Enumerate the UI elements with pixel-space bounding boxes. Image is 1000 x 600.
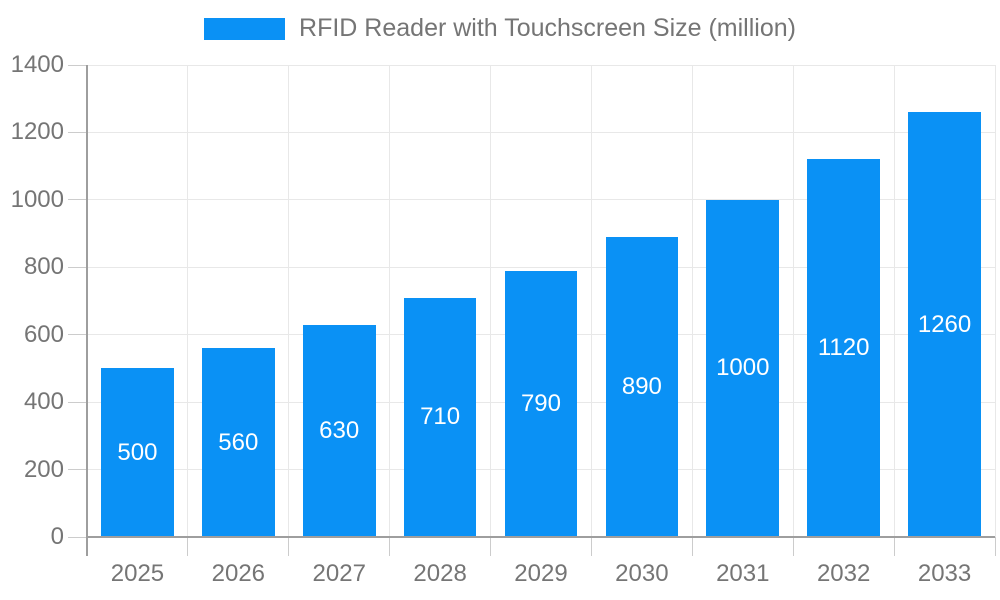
y-tick-label: 800 [23, 253, 64, 281]
gridline-vertical [691, 65, 693, 537]
x-tick-label: 2031 [716, 560, 770, 587]
bar-value-label: 560 [218, 428, 259, 456]
x-tick-label: 2032 [816, 560, 871, 587]
bar[interactable]: 1120 [807, 159, 880, 537]
y-tick-label: 400 [23, 388, 64, 416]
bar[interactable]: 560 [202, 348, 275, 537]
bar-value-label: 890 [621, 372, 662, 400]
y-tick-label: 1000 [10, 185, 64, 213]
y-tick-label: 1400 [10, 51, 64, 78]
x-axis-tick [994, 537, 996, 556]
x-axis-tick [490, 537, 492, 556]
bar-value-label: 1000 [716, 354, 770, 382]
y-tick-label: 1200 [10, 118, 64, 146]
bar-value-label: 1120 [817, 334, 870, 362]
x-tick-label: 2030 [615, 560, 669, 587]
bar[interactable]: 710 [403, 297, 477, 537]
x-axis-tick [691, 537, 693, 556]
x-tick-label: 2033 [917, 560, 972, 587]
y-axis-tick [68, 536, 87, 538]
gridline-horizontal [87, 131, 995, 133]
bar-value-label: 630 [319, 416, 360, 444]
y-axis-tick [68, 334, 87, 336]
y-tick-label: 600 [23, 320, 64, 348]
y-axis-tick [68, 131, 87, 133]
gridline-horizontal [87, 64, 995, 66]
bar-value-label: 710 [420, 403, 461, 431]
gridline-horizontal [87, 266, 995, 268]
legend-label: RFID Reader with Touchscreen Size (milli… [299, 14, 796, 42]
gridline-vertical [590, 65, 592, 537]
gridline-vertical [792, 65, 794, 537]
y-axis-tick [68, 266, 87, 268]
legend[interactable]: RFID Reader with Touchscreen Size (milli… [0, 14, 1000, 43]
gridline-vertical [893, 65, 895, 537]
bar[interactable]: 1260 [908, 112, 981, 537]
gridline-vertical [288, 65, 290, 537]
bar[interactable]: 790 [504, 270, 578, 537]
y-axis-tick [68, 199, 87, 201]
y-axis-line [86, 65, 88, 556]
x-axis-tick [893, 537, 895, 556]
gridline-vertical [490, 65, 492, 537]
x-tick-label: 2025 [110, 560, 165, 587]
x-axis-tick [389, 537, 391, 556]
legend-swatch[interactable] [204, 17, 286, 40]
gridline-vertical [994, 65, 996, 537]
x-axis-tick [792, 537, 794, 556]
gridline-horizontal [87, 199, 995, 201]
y-axis-tick [68, 469, 87, 471]
x-axis-tick [187, 537, 189, 556]
bar-value-label: 1260 [917, 310, 972, 338]
gridline-vertical [389, 65, 391, 537]
bar[interactable]: 500 [101, 368, 174, 537]
x-axis-tick [288, 537, 290, 556]
bar[interactable]: 1000 [706, 199, 780, 537]
bar-value-label: 790 [520, 389, 562, 417]
x-tick-label: 2026 [211, 560, 266, 587]
x-axis-line [87, 536, 995, 538]
x-tick-label: 2027 [312, 560, 366, 587]
x-axis-tick [590, 537, 592, 556]
x-tick-label: 2028 [413, 560, 467, 587]
bar[interactable]: 890 [605, 236, 679, 537]
y-tick-label: 0 [50, 523, 64, 550]
y-axis-tick [68, 401, 87, 403]
gridline-vertical [187, 65, 189, 537]
plot-area: 500 560 630 710 790 890 1000 1120 1260 [87, 64, 996, 537]
x-tick-label: 2029 [514, 560, 568, 587]
y-tick-label: 200 [23, 455, 64, 483]
bar[interactable]: 630 [302, 324, 376, 537]
y-axis-tick [68, 64, 87, 66]
bar-value-label: 500 [117, 438, 158, 466]
